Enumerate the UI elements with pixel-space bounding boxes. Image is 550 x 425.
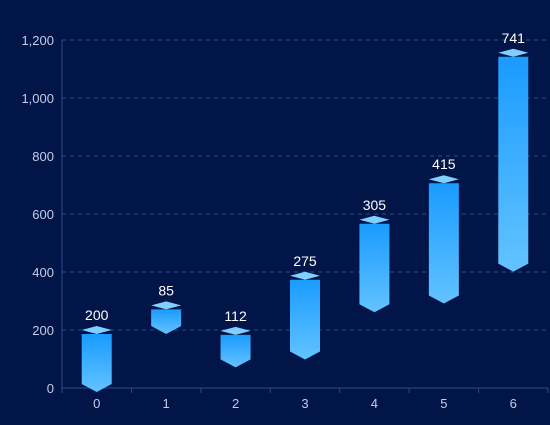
bar-body: [428, 183, 459, 304]
bar[interactable]: [81, 326, 112, 392]
y-tick-label: 600: [32, 207, 54, 222]
bar-cap: [81, 326, 112, 334]
data-label: 85: [158, 282, 174, 298]
bar-cap: [498, 48, 529, 57]
data-labels: 200 85 112 275 305 415 741: [85, 30, 525, 324]
bar-cap: [428, 175, 459, 184]
data-label: 112: [224, 308, 247, 324]
y-tick-label: 1,200: [21, 33, 54, 48]
bar-cap: [290, 271, 320, 280]
x-tick-label: 1: [163, 396, 170, 411]
x-tick-label: 4: [371, 396, 378, 411]
x-tick-label: 3: [301, 396, 308, 411]
bar[interactable]: [498, 48, 529, 272]
x-tick-label: 6: [510, 396, 517, 411]
x-tick-label: 5: [440, 396, 447, 411]
bar-body: [359, 223, 390, 313]
bars: [81, 48, 529, 392]
bar-cap: [220, 326, 251, 335]
x-axis: 0 1 2 3 4 5 6: [61, 387, 549, 411]
bar[interactable]: [290, 271, 320, 360]
y-tick-label: 1,000: [21, 91, 54, 106]
data-label: 305: [363, 197, 387, 213]
bar-body: [151, 309, 182, 334]
y-axis: 0 200 400 600 800 1,000 1,200: [21, 33, 63, 396]
x-tick-label: 0: [93, 396, 100, 411]
bar-cap: [151, 301, 182, 310]
data-label: 741: [502, 30, 526, 46]
bar[interactable]: [220, 326, 251, 368]
x-tick-label: 2: [232, 396, 239, 411]
bar[interactable]: [359, 215, 390, 313]
bar-body: [498, 56, 529, 272]
data-label: 200: [85, 307, 109, 323]
y-tick-label: 0: [47, 381, 54, 396]
bar-body: [290, 279, 320, 360]
y-tick-label: 200: [32, 323, 54, 338]
data-label: 415: [432, 156, 456, 172]
bar[interactable]: [428, 175, 459, 304]
bar[interactable]: [151, 301, 182, 334]
y-tick-label: 800: [32, 149, 54, 164]
data-label: 275: [293, 253, 317, 269]
y-tick-label: 400: [32, 265, 54, 280]
bar-body: [220, 334, 251, 368]
bar-cap: [359, 215, 390, 224]
bar-body: [81, 334, 112, 392]
